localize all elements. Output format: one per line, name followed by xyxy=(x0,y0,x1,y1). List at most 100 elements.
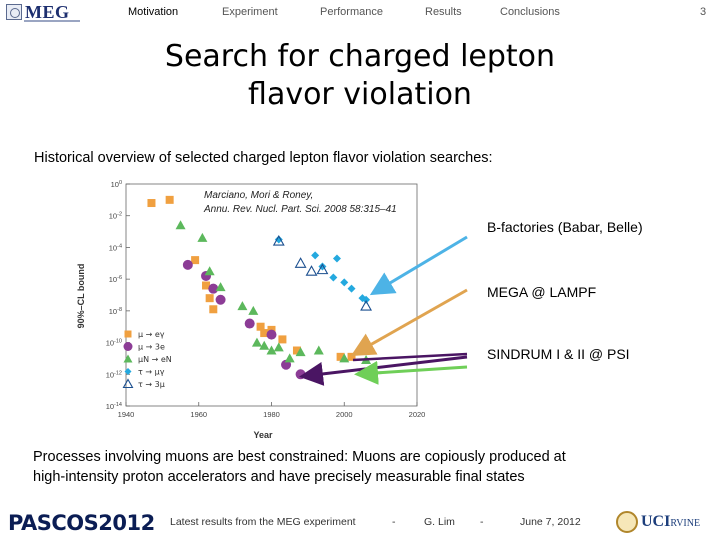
footer-talk-title: Latest results from the MEG experiment xyxy=(170,516,356,528)
data-point-circle xyxy=(215,294,226,305)
footer-author: G. Lim xyxy=(424,516,455,528)
y-tick-label: 10-14 xyxy=(106,402,122,411)
page-number: 3 xyxy=(700,6,707,18)
y-tick-label: 10-12 xyxy=(106,370,122,379)
data-point-diamond xyxy=(332,254,341,263)
data-point-open-triangle xyxy=(305,265,318,276)
data-point-diamond xyxy=(311,251,320,260)
label-sindrum: SINDRUM I & II @ PSI xyxy=(487,346,630,362)
data-point-square xyxy=(209,305,218,314)
legend-marker-triangle xyxy=(123,354,133,363)
data-point-circle xyxy=(182,259,193,270)
nav-item-performance[interactable]: Performance xyxy=(320,6,383,18)
x-tick-label: 2020 xyxy=(409,410,426,419)
data-point-circle xyxy=(266,329,277,340)
data-point-circle xyxy=(244,318,255,329)
legend-label: μ → eγ xyxy=(138,330,165,339)
data-point-diamond xyxy=(340,278,349,287)
x-tick-label: 1980 xyxy=(263,410,280,419)
legend-label: μ → 3e xyxy=(138,343,165,352)
legend-marker-open-triangle xyxy=(122,378,134,389)
legend-label: μN → eN xyxy=(138,355,172,364)
data-point-square xyxy=(347,352,356,361)
data-point-triangle xyxy=(284,353,295,363)
uci-logo: UCIRVINE xyxy=(641,513,700,531)
nav-item-motivation[interactable]: Motivation xyxy=(128,6,179,18)
y-tick-label: 10-10 xyxy=(106,339,122,348)
nav-item-conclusions[interactable]: Conclusions xyxy=(500,6,560,18)
legend-marker-circle xyxy=(123,342,133,351)
x-tick-label: 1940 xyxy=(118,410,135,419)
nav-item-experiment[interactable]: Experiment xyxy=(222,6,278,18)
y-tick-label: 10-4 xyxy=(109,243,122,252)
data-point-square xyxy=(202,281,211,290)
data-point-square xyxy=(292,346,301,355)
data-point-triangle xyxy=(251,337,262,347)
meg-logo-underline xyxy=(24,20,80,22)
data-point-triangle xyxy=(204,266,215,276)
slide-title-line-2: flavor violation xyxy=(248,77,472,112)
data-point-diamond xyxy=(347,284,356,293)
chart-svg: 1940 1960 1980 2000 2020 100 10-2 10-4 10-6 10-8 1… xyxy=(76,176,432,440)
data-point-square xyxy=(260,329,269,338)
meg-logo-icon xyxy=(6,4,22,20)
uci-logo-sub: RVINE xyxy=(670,518,701,529)
data-point-triangle xyxy=(259,340,270,350)
footnote-line-1: Processes involving muons are best const… xyxy=(33,449,566,465)
slide-subtitle: Historical overview of selected charged … xyxy=(34,150,493,166)
slide-footer: PASCOS2012 Latest results from the MEG e… xyxy=(0,508,720,540)
x-axis-label: Year xyxy=(253,430,273,440)
data-point-circle xyxy=(208,283,219,294)
data-point-triangle xyxy=(237,301,248,311)
section-nav: Motivation Experiment Performance Result… xyxy=(0,6,720,22)
data-point-triangle xyxy=(273,342,284,352)
data-point-diamond xyxy=(329,273,338,282)
data-point-circle xyxy=(295,369,306,380)
footer-separator: - xyxy=(392,516,396,528)
y-tick-label: 10-8 xyxy=(109,307,122,316)
nav-item-results[interactable]: Results xyxy=(425,6,462,18)
data-point-square xyxy=(165,195,174,204)
y-tick-label: 100 xyxy=(111,180,122,189)
data-point-square xyxy=(205,294,214,303)
data-point-diamond xyxy=(274,235,283,244)
slide-footnote: Processes involving muons are best const… xyxy=(33,447,693,487)
data-point-triangle xyxy=(197,232,208,242)
footer-date: June 7, 2012 xyxy=(520,516,581,528)
data-point-square xyxy=(191,256,200,265)
y-tick-label: 10-2 xyxy=(109,212,122,221)
pascos-year: 2012 xyxy=(98,511,155,535)
data-point-triangle xyxy=(175,220,186,230)
chart-legend: μ → eγ μ → 3e μN → eN τ → μγ τ → 3μ xyxy=(122,330,172,389)
clfv-history-chart: 1940 1960 1980 2000 2020 100 10-2 10-4 10-6 10-8 1… xyxy=(76,176,432,440)
x-tick-label: 1960 xyxy=(190,410,207,419)
legend-marker-diamond xyxy=(124,368,132,375)
legend-marker-square xyxy=(124,330,132,338)
data-point-open-triangle xyxy=(316,263,329,275)
data-point-square xyxy=(147,199,156,208)
data-point-triangle xyxy=(295,347,306,357)
footnote-line-2: high-intensity proton accelerators and h… xyxy=(33,469,525,485)
uci-logo-name: UCI xyxy=(641,513,671,530)
citation-line-2: Annu. Rev. Nucl. Part. Sci. 2008 58:315–… xyxy=(203,204,397,215)
citation-line-1: Marciano, Mori & Roney, xyxy=(204,190,313,201)
pascos-logo: PASCOS2012 xyxy=(8,511,155,535)
footer-separator: - xyxy=(480,516,484,528)
label-bfactories: B-factories (Babar, Belle) xyxy=(487,219,643,235)
slide-title-line-1: Search for charged lepton xyxy=(164,39,556,74)
legend-label: τ → 3μ xyxy=(138,380,165,389)
pascos-name: PASCOS xyxy=(8,511,99,535)
data-point-square xyxy=(256,322,265,331)
data-point-triangle xyxy=(313,345,324,355)
y-axis-label: 90%–CL bound xyxy=(76,264,86,329)
meg-logo-text: MEG xyxy=(25,2,70,22)
data-point-triangle xyxy=(248,305,259,315)
data-point-open-triangle xyxy=(272,234,285,246)
label-mega: MEGA @ LAMPF xyxy=(487,284,597,300)
data-point-square xyxy=(278,335,287,344)
legend-label: τ → μγ xyxy=(138,368,165,377)
data-point-triangle xyxy=(215,282,226,292)
slide-title: Search for charged lepton flavor violati… xyxy=(0,38,720,114)
data-point-open-triangle xyxy=(294,257,307,268)
data-point-triangle xyxy=(266,345,277,355)
